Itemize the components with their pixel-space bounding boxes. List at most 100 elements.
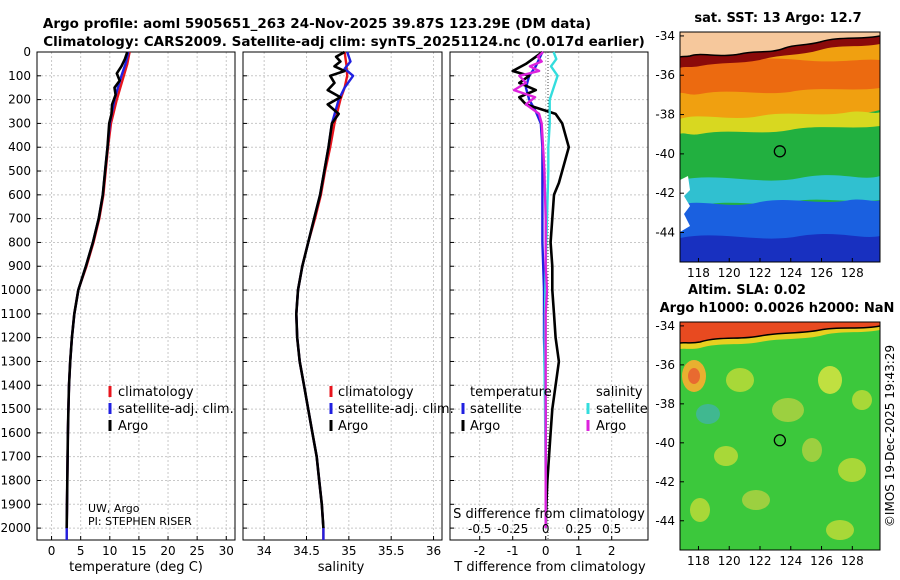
difference-xlabel: T difference from climatology (453, 560, 646, 575)
sla-blob (726, 368, 754, 392)
sla-map-title-line-2: Argo h1000: 0.0026 h2000: NaN (660, 301, 895, 316)
title-line-1: Argo profile: aoml 5905651_263 24-Nov-20… (43, 16, 591, 32)
map-x-tick-label: 124 (779, 554, 802, 568)
map-y-tick-label: -38 (655, 397, 675, 411)
series-line-climatology (295, 51, 349, 540)
map-x-tick-label: 120 (718, 554, 741, 568)
sla-base-green (680, 322, 880, 550)
x-tick-label: 35 (341, 544, 356, 558)
depth-tick-label: 200 (8, 93, 31, 107)
sla-blob (802, 438, 822, 462)
x-tick-label: 10 (102, 544, 117, 558)
series-line-satellite-adj-clim- (295, 51, 355, 540)
sla-blob (714, 446, 738, 466)
title-line-2: Climatology: CARS2009. Satellite-adj cli… (43, 34, 645, 50)
sst-land (680, 32, 880, 57)
legend-argo-label: Argo (118, 419, 148, 434)
temperature-difference-legend: temperature satellite Argo (461, 385, 552, 434)
x-tick-label: 20 (160, 544, 175, 558)
depth-tick-label: 1300 (0, 354, 31, 368)
sst-map-frame (679, 31, 881, 263)
sla-argo-location-marker (773, 434, 786, 447)
legend-sal-argo-label: Argo (596, 419, 626, 434)
depth-tick-labels: 0 100 200 300 400 500 600 700 800 900 1000 1100 1200… (0, 45, 31, 535)
depth-tick-label: 300 (8, 116, 31, 130)
depth-tick-label: 1600 (0, 426, 31, 440)
sla-blob (688, 368, 700, 384)
map-x-tick-label: 120 (718, 266, 741, 280)
sla-blob (690, 498, 710, 522)
map-x-tick-label: 128 (841, 554, 864, 568)
salinity-difference-tick-labels: -0.5 -0.25 0 0.25 0.5 (468, 522, 621, 536)
sla-map-panel: Altim. SLA: 0.02 Argo h1000: 0.0026 h200… (655, 283, 894, 568)
difference-series (511, 50, 571, 529)
map-y-tick-label: -40 (655, 147, 675, 161)
sst-white-gaps (680, 176, 690, 232)
temperature-series (65, 51, 131, 540)
depth-tick-label: 900 (8, 259, 31, 273)
x-tick-label: 15 (131, 544, 146, 558)
sla-map-image (680, 322, 880, 550)
temperature-axes-frame (36, 51, 236, 541)
map-y-tick-label: -36 (655, 358, 675, 372)
x-tick-label: -1 (507, 544, 519, 558)
series-line-salinity-argo (512, 51, 549, 529)
sla-blob (838, 458, 866, 482)
difference-xticks: -2 -1 0 1 2 (474, 536, 616, 558)
salinity-grid (243, 51, 442, 540)
sst-map-title: sat. SST: 13 Argo: 12.7 (694, 11, 861, 26)
sst-argo-location-marker (773, 145, 786, 158)
map-x-tick-label: 118 (687, 554, 710, 568)
salinity-difference-tick-label: 0 (542, 522, 550, 536)
legend-salinity-title: salinity (596, 385, 643, 400)
salinity-difference-tick-label: -0.5 (468, 522, 491, 536)
x-tick-label: 25 (190, 544, 205, 558)
sla-map-frame (679, 321, 881, 551)
x-tick-label: 34.5 (293, 544, 320, 558)
depth-tick-label: 1800 (0, 473, 31, 487)
temperature-legend: climatology satellite-adj. clim. Argo (108, 385, 234, 434)
map-y-tick-label: -42 (655, 186, 675, 200)
map-x-tick-label: 128 (841, 266, 864, 280)
salinity-axes-frame (242, 51, 443, 541)
depth-tick-label: 1000 (0, 283, 31, 297)
x-tick-label: -2 (474, 544, 486, 558)
credit-line-2: PI: STEPHEN RISER (88, 515, 192, 528)
map-x-tick-label: 122 (749, 266, 772, 280)
depth-tick-label: 2000 (0, 521, 31, 535)
x-tick-label: 34 (257, 544, 272, 558)
difference-axes-frame (449, 51, 649, 541)
sla-blob (818, 366, 842, 394)
series-line-satellite-adj-clim- (65, 51, 130, 540)
legend-temp-satellite-label: satellite (470, 402, 522, 417)
x-tick-label: 35.5 (378, 544, 405, 558)
sla-map-title-line-1: Altim. SLA: 0.02 (688, 283, 806, 298)
depth-tick-label: 400 (8, 140, 31, 154)
map-y-tick-label: -42 (655, 475, 675, 489)
sla-map-ticks: 118 120 122 124 126 128 -34 -36 -38 -40 -42 -44 (655, 319, 863, 568)
series-line-argo (65, 51, 129, 529)
salinity-series (294, 50, 355, 540)
salinity-legend: climatology satellite-adj. clim. Argo (329, 385, 454, 434)
map-x-tick-label: 124 (779, 266, 802, 280)
sst-deep-blue-zone (680, 234, 880, 262)
map-x-tick-label: 126 (810, 266, 833, 280)
salinity-difference-tick-label: 0.5 (602, 522, 621, 536)
legend-climatology-label: climatology (338, 385, 414, 400)
sst-coastline (680, 35, 880, 58)
map-x-tick-label: 118 (687, 266, 710, 280)
salinity-xticks: 34 34.5 35 35.5 36 (257, 536, 441, 558)
imos-watermark: ©IMOS 19-Dec-2025 19:43:29 (883, 345, 897, 527)
credit-line-1: UW, Argo (88, 502, 140, 515)
series-line-argo (294, 50, 346, 529)
temperature-xlabel: temperature (deg C) (69, 560, 203, 575)
salinity-panel: 34 34.5 35 35.5 36 salinity climatology sate… (242, 50, 454, 575)
legend-sal-satellite-label: satellite (596, 402, 648, 417)
salinity-difference-legend: salinity satellite Argo (586, 385, 648, 434)
map-y-tick-label: -34 (655, 29, 675, 43)
map-y-tick-label: -38 (655, 108, 675, 122)
x-tick-label: 0 (48, 544, 56, 558)
map-y-tick-label: -40 (655, 436, 675, 450)
depth-tick-label: 1400 (0, 378, 31, 392)
